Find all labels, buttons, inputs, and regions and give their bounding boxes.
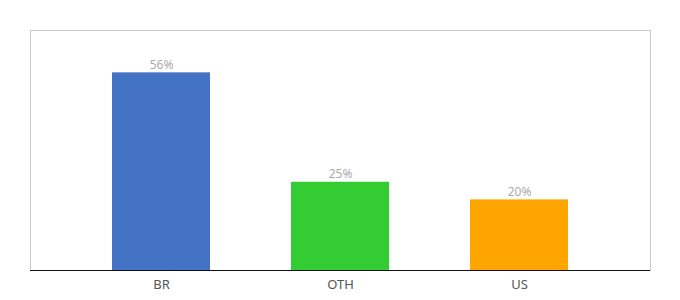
svg-text:OTH: OTH <box>327 275 354 293</box>
svg-text:20%: 20% <box>508 183 532 200</box>
svg-text:BR: BR <box>153 275 170 293</box>
svg-text:25%: 25% <box>329 165 353 182</box>
svg-text:US: US <box>511 275 528 293</box>
svg-text:56%: 56% <box>150 56 174 73</box>
